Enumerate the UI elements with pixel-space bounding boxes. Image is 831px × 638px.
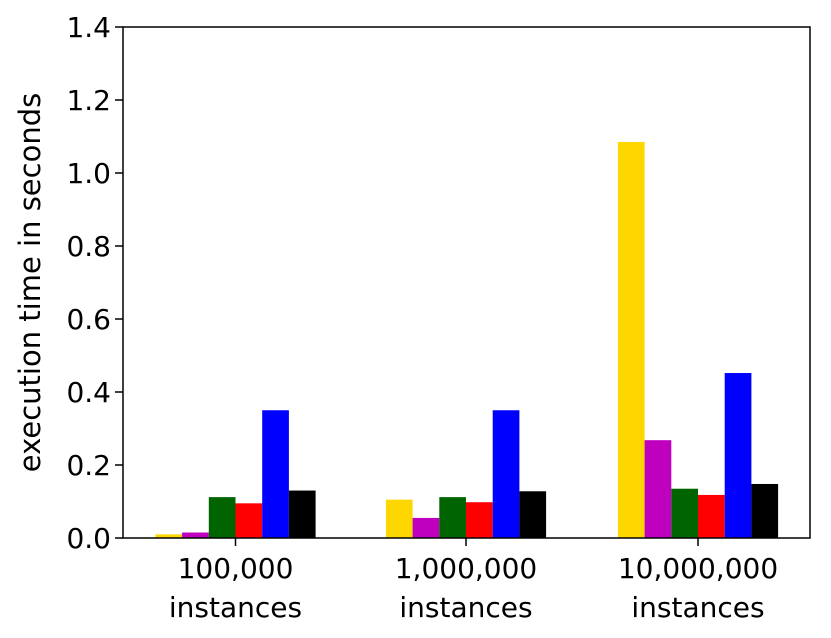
x-category-label: instances — [631, 591, 764, 624]
y-tick-label: 1.4 — [66, 11, 111, 44]
x-category-label: 1,000,000 — [395, 552, 538, 585]
bar — [208, 497, 236, 538]
bar — [288, 490, 316, 538]
y-tick-label: 0.8 — [66, 230, 111, 263]
x-category-label: instances — [399, 591, 532, 624]
bar — [644, 440, 672, 538]
x-category-label: 10,000,000 — [618, 552, 778, 585]
bar — [724, 373, 752, 538]
bar — [182, 532, 209, 538]
x-axis-category-labels: 100,000 instances 1,000,000 instances 10,000… — [169, 538, 778, 624]
bar — [617, 141, 645, 538]
bar — [671, 488, 698, 538]
bar — [155, 534, 183, 538]
bar — [262, 410, 289, 538]
bar — [751, 483, 779, 538]
bar — [439, 497, 466, 538]
y-tick-label: 0.0 — [66, 522, 111, 555]
y-tick-label: 1.2 — [66, 84, 111, 117]
bar — [412, 517, 440, 538]
bar — [466, 502, 493, 538]
bar — [385, 499, 413, 538]
bar — [519, 491, 547, 538]
bars-layer — [155, 141, 779, 538]
y-tick-label: 0.4 — [66, 376, 111, 409]
x-category-label: 100,000 — [178, 552, 294, 585]
x-category-label: instances — [169, 591, 302, 624]
y-axis-label: execution time in seconds — [13, 93, 47, 472]
y-tick-label: 1.0 — [66, 157, 111, 190]
bar — [698, 494, 725, 538]
y-axis-ticks: 0.0 0.2 0.4 0.6 0.8 1.0 1.2 1.4 — [66, 11, 123, 555]
bar — [235, 503, 263, 538]
y-tick-label: 0.2 — [66, 449, 111, 482]
y-tick-label: 0.6 — [66, 303, 111, 336]
bar — [492, 410, 520, 538]
plot-frame — [122, 26, 811, 539]
